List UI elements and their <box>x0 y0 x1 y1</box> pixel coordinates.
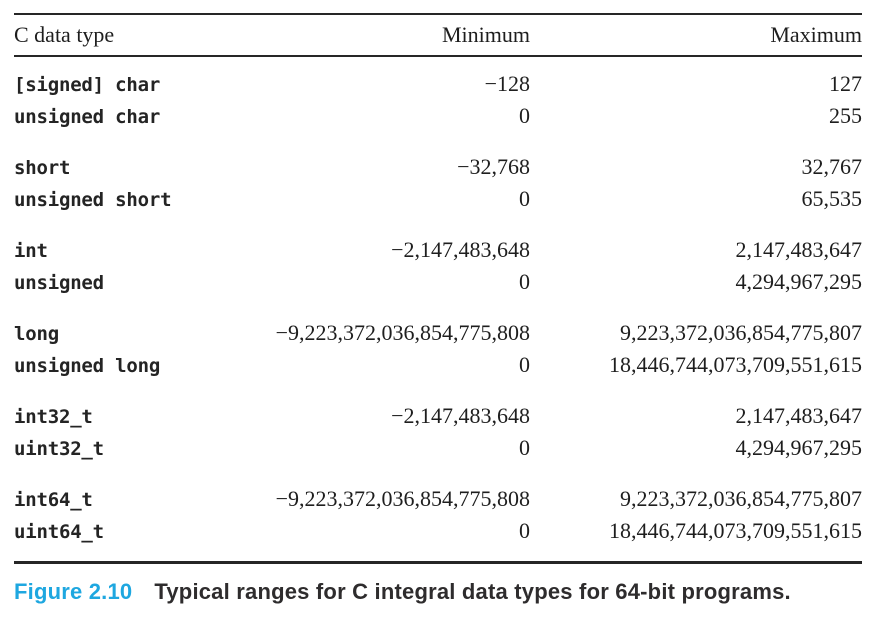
figure-label: Figure 2.10 <box>14 579 133 604</box>
cell-maximum: 9,223,372,036,854,775,807 <box>620 486 862 511</box>
cell-minimum: 0 <box>519 186 530 211</box>
cell-maximum: 127 <box>829 71 862 96</box>
cell-type: uint64_t <box>14 521 104 543</box>
cell-maximum: 32,767 <box>801 154 863 179</box>
cell-minimum: −9,223,372,036,854,775,808 <box>275 320 530 345</box>
cell-maximum: 2,147,483,647 <box>735 237 863 262</box>
cell-type: [signed] char <box>14 74 161 96</box>
cell-minimum: −9,223,372,036,854,775,808 <box>275 486 530 511</box>
row-group-int32: int32_t −2,147,483,648 2,147,483,647 uin… <box>14 400 862 464</box>
table-body: [signed] char −128 127 unsigned char 0 2… <box>14 57 862 561</box>
cell-minimum: 0 <box>519 269 530 294</box>
cell-maximum: 4,294,967,295 <box>735 435 863 460</box>
cell-type: int32_t <box>14 406 93 428</box>
cell-minimum: −2,147,483,648 <box>391 403 530 428</box>
cell-maximum: 65,535 <box>801 186 863 211</box>
cell-minimum: −128 <box>484 71 530 96</box>
cell-type: unsigned short <box>14 189 172 211</box>
cell-minimum: 0 <box>519 518 530 543</box>
row-group-int: int −2,147,483,648 2,147,483,647 unsigne… <box>14 234 862 298</box>
cell-type: unsigned char <box>14 106 161 128</box>
table-row: int64_t −9,223,372,036,854,775,808 9,223… <box>14 483 862 515</box>
column-header-maximum: Maximum <box>770 22 862 47</box>
table-row: unsigned char 0 255 <box>14 100 862 132</box>
table-row: int32_t −2,147,483,648 2,147,483,647 <box>14 400 862 432</box>
cell-type: long <box>14 323 59 345</box>
table-header-row: C data type Minimum Maximum <box>14 15 862 57</box>
table-row: long −9,223,372,036,854,775,808 9,223,37… <box>14 317 862 349</box>
cell-minimum: −2,147,483,648 <box>391 237 530 262</box>
figure-caption: Figure 2.10 Typical ranges for C integral… <box>14 579 862 605</box>
table-row: unsigned short 0 65,535 <box>14 183 862 215</box>
cell-type: int64_t <box>14 489 93 511</box>
row-group-int64: int64_t −9,223,372,036,854,775,808 9,223… <box>14 483 862 547</box>
table-row: unsigned 0 4,294,967,295 <box>14 266 862 298</box>
cell-maximum: 255 <box>829 103 862 128</box>
cell-minimum: 0 <box>519 435 530 460</box>
figure-caption-text: Typical ranges for C integral data types… <box>154 579 791 604</box>
cell-type: unsigned <box>14 272 104 294</box>
cell-type: uint32_t <box>14 438 104 460</box>
table-row: uint32_t 0 4,294,967,295 <box>14 432 862 464</box>
row-group-char: [signed] char −128 127 unsigned char 0 2… <box>14 68 862 132</box>
table-row: short −32,768 32,767 <box>14 151 862 183</box>
cell-type: short <box>14 157 71 179</box>
column-header-minimum: Minimum <box>441 22 530 47</box>
cell-maximum: 4,294,967,295 <box>735 269 863 294</box>
column-header-c-data-type: C data type <box>14 22 115 47</box>
row-group-long: long −9,223,372,036,854,775,808 9,223,37… <box>14 317 862 381</box>
table-bottom-rule <box>14 561 862 564</box>
table-row: [signed] char −128 127 <box>14 68 862 100</box>
table-row: unsigned long 0 18,446,744,073,709,551,6… <box>14 349 862 381</box>
cell-minimum: 0 <box>519 352 530 377</box>
cell-maximum: 18,446,744,073,709,551,615 <box>609 518 862 543</box>
cell-type: int <box>14 240 48 262</box>
row-group-short: short −32,768 32,767 unsigned short 0 65… <box>14 151 862 215</box>
table-row: int −2,147,483,648 2,147,483,647 <box>14 234 862 266</box>
cell-minimum: −32,768 <box>457 154 530 179</box>
textbook-figure-page: C data type Minimum Maximum [signed] cha… <box>14 13 862 605</box>
cell-maximum: 18,446,744,073,709,551,615 <box>609 352 862 377</box>
cell-minimum: 0 <box>519 103 530 128</box>
data-type-ranges-table: C data type Minimum Maximum [signed] cha… <box>14 13 862 564</box>
table-row: uint64_t 0 18,446,744,073,709,551,615 <box>14 515 862 547</box>
cell-type: unsigned long <box>14 355 161 377</box>
cell-maximum: 2,147,483,647 <box>735 403 863 428</box>
cell-maximum: 9,223,372,036,854,775,807 <box>620 320 862 345</box>
